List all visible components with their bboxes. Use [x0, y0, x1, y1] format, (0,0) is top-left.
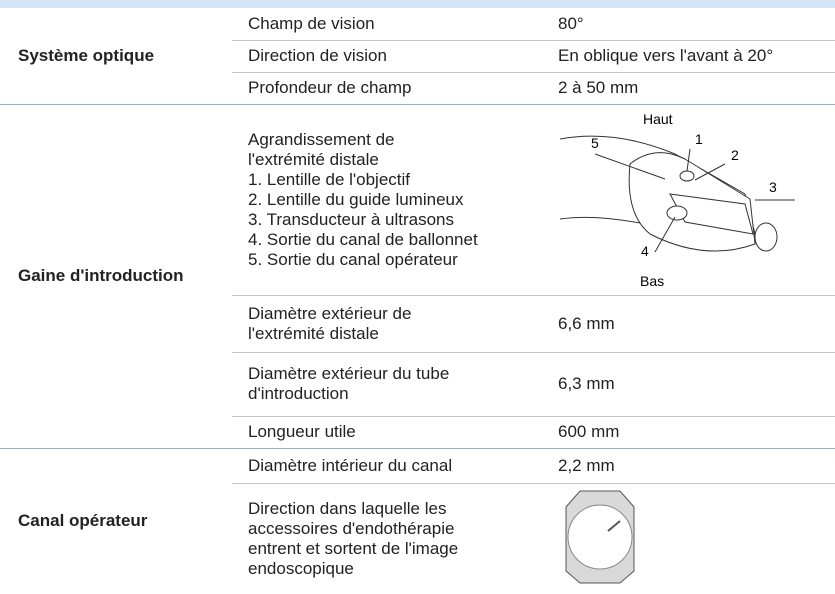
text-line: 3. Transducteur à ultrasons	[248, 209, 455, 229]
row-value: 2,2 mm	[558, 448, 835, 483]
text-line: Longueur utile	[248, 422, 356, 441]
figure-label: Haut	[643, 111, 673, 127]
row-name: Profondeur de champ	[248, 72, 548, 104]
callout-number: 4	[641, 243, 649, 259]
row-value: En oblique vers l'avant à 20°	[558, 40, 835, 72]
text-line: Diamètre intérieur du canal	[248, 455, 453, 475]
accessory	[607, 520, 621, 532]
callout-number: 2	[731, 147, 739, 163]
row-name: Diamètre extérieur du tube d'introduction	[248, 352, 548, 416]
text-line: 4. Sortie du canal de ballonnet	[248, 229, 478, 249]
row-value: 6,6 mm	[558, 295, 835, 352]
row-divider	[232, 483, 835, 484]
row-value: 80°	[558, 8, 835, 40]
view-field	[567, 504, 633, 570]
row-value: 600 mm	[558, 416, 835, 448]
text-line: 1. Lentille de l'objectif	[248, 169, 411, 189]
text-line: Diamètre extérieur du tube	[248, 364, 450, 383]
row-name: Direction de vision	[248, 40, 548, 72]
tip-diagram: Haut Bas 1 2 3 4 5	[559, 111, 795, 289]
text-line: 2,2 mm	[558, 455, 615, 475]
row-value: 2 à 50 mm	[558, 72, 835, 104]
row-name: Longueur utile	[248, 416, 548, 448]
row-divider	[232, 416, 835, 417]
text-line: 6,3 mm	[558, 374, 615, 393]
callout-number: 3	[769, 179, 777, 195]
top-bar	[0, 0, 835, 8]
row-divider	[232, 352, 835, 353]
row-divider	[232, 40, 835, 41]
text-line: 80°	[558, 14, 584, 33]
row-name: Champ de vision	[248, 8, 548, 40]
group-label-text: Canal opérateur	[18, 511, 148, 530]
text-line: entrent et sortent de l'image	[248, 538, 459, 558]
text-line: 6,6 mm	[558, 313, 615, 333]
group-divider	[0, 104, 835, 105]
lens	[679, 170, 695, 182]
text-line: Direction de vision	[248, 46, 387, 65]
group-label: Gaine d'introduction	[18, 104, 232, 448]
figure-label: Bas	[640, 273, 664, 289]
group-label-text: Système optique	[18, 46, 155, 65]
text-line: 2. Lentille du guide lumineux	[248, 189, 464, 209]
channel	[666, 205, 688, 221]
text-line: 600 mm	[558, 422, 620, 441]
text-line: d'introduction	[248, 384, 349, 403]
row-name: Diamètre intérieur du canal	[248, 448, 548, 483]
row-divider	[232, 295, 835, 296]
group-label-text: Gaine d'introduction	[18, 266, 184, 285]
callout-number: 5	[591, 135, 599, 151]
text-line: Champ de vision	[248, 14, 375, 33]
tip-end	[754, 222, 778, 252]
text-line: 2 à 50 mm	[558, 78, 639, 97]
callout-number: 1	[695, 131, 703, 147]
group-label: Canal opérateur	[18, 448, 232, 594]
group-divider	[0, 448, 835, 449]
row-divider	[232, 72, 835, 73]
row-name: Agrandissement de l'extrémité distale 1. L…	[248, 104, 548, 295]
endoscopic-view	[565, 490, 635, 584]
text-line: Agrandissement de	[248, 129, 395, 149]
text-line: En oblique vers l'avant à 20°	[558, 46, 774, 65]
group-label: Système optique	[18, 8, 232, 104]
text-line: endoscopique	[248, 558, 354, 578]
row-name: Diamètre extérieur de l'extrémité distale	[248, 295, 548, 352]
text-line: 5. Sortie du canal opérateur	[248, 249, 458, 269]
text-line: accessoires d'endothérapie	[248, 518, 455, 538]
text-line: Profondeur de champ	[248, 78, 412, 97]
text-line: Direction dans laquelle les	[248, 498, 447, 518]
text-line: l'extrémité distale	[248, 323, 379, 343]
text-line: l'extrémité distale	[248, 149, 379, 169]
leaders	[594, 148, 795, 253]
text-line: Diamètre extérieur de	[248, 303, 412, 323]
row-value: 6,3 mm	[558, 352, 835, 416]
row-name: Direction dans laquelle les accessoires d…	[248, 483, 548, 594]
